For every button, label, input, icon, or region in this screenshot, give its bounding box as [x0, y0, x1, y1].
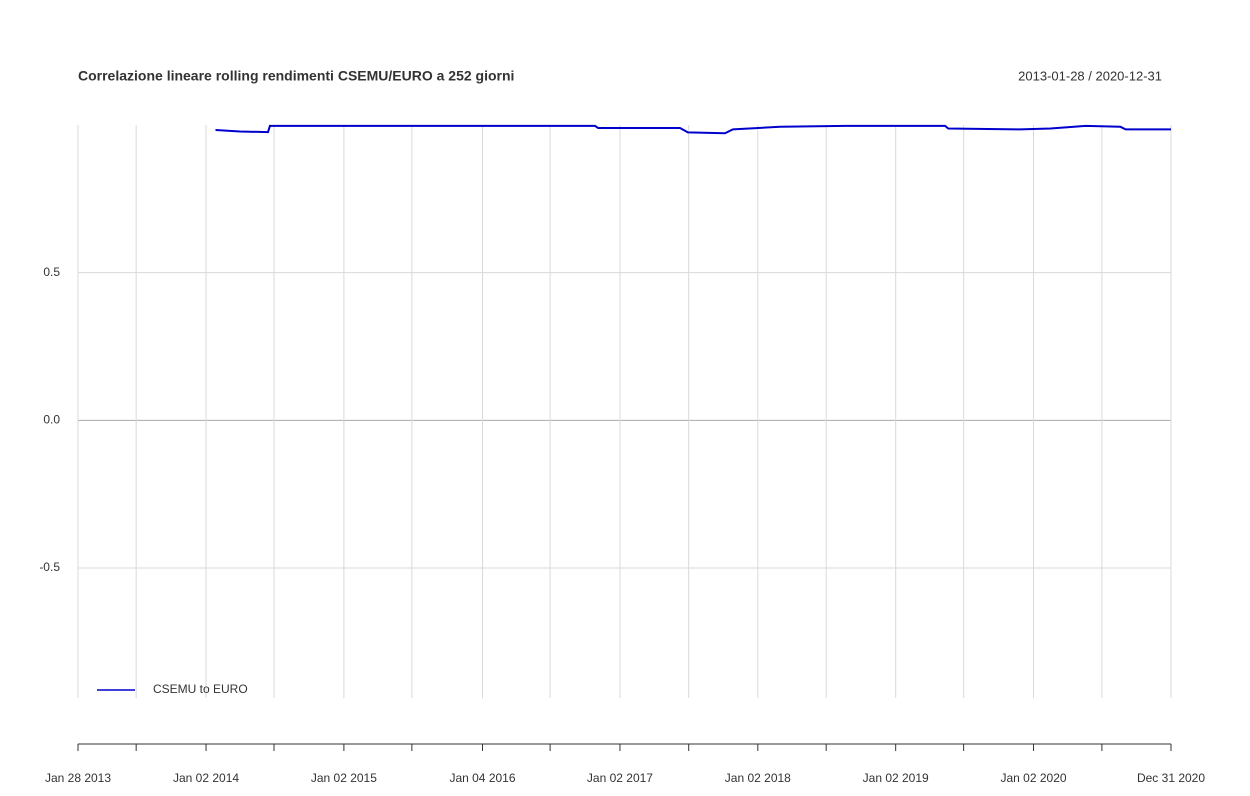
chart-subtitle: 2013-01-28 / 2020-12-31: [1018, 68, 1162, 83]
x-tick-label: Jan 02 2015: [311, 771, 377, 785]
y-tick-label: 0.0: [43, 413, 60, 427]
x-tick-label: Jan 02 2018: [725, 771, 791, 785]
x-tick-label: Jan 04 2016: [449, 771, 515, 785]
x-tick-label: Dec 31 2020: [1137, 771, 1205, 785]
x-tick-label: Jan 28 2013: [45, 771, 111, 785]
data-line: [215, 124, 1171, 135]
legend-label: CSEMU to EURO: [153, 682, 248, 696]
chart-title: Correlazione lineare rolling rendimenti …: [78, 68, 514, 84]
x-tick-label: Jan 02 2017: [587, 771, 653, 785]
y-tick-label: -0.5: [39, 560, 60, 574]
x-tick-label: Jan 02 2014: [173, 771, 239, 785]
x-tick-label: Jan 02 2020: [1000, 771, 1066, 785]
y-tick-label: 0.5: [43, 265, 60, 279]
x-tick-label: Jan 02 2019: [863, 771, 929, 785]
